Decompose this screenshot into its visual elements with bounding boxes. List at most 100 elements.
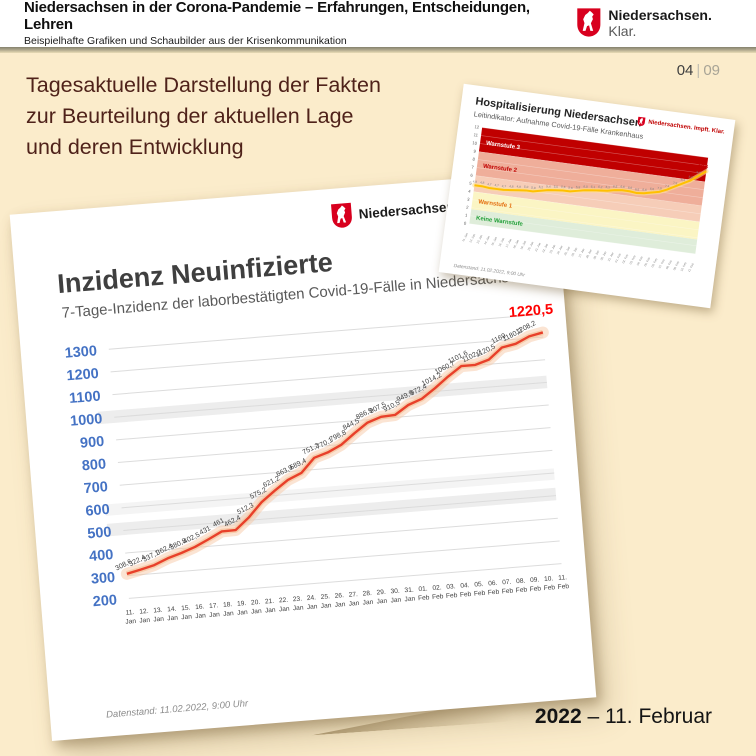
svg-text:6,1: 6,1 (591, 185, 596, 190)
svg-text:0: 0 (464, 221, 468, 226)
svg-text:15. Jan: 15. Jan (490, 236, 498, 247)
svg-text:06. Feb: 06. Feb (650, 257, 658, 268)
header-text-block: Niedersachsen in der Corona-Pandemie – E… (24, 0, 576, 47)
svg-text:5,0: 5,0 (531, 186, 536, 191)
svg-text:21.: 21. (265, 598, 275, 606)
svg-text:Jan: Jan (153, 616, 164, 624)
svg-text:18.: 18. (223, 601, 233, 609)
svg-text:08. Feb: 08. Feb (665, 259, 673, 270)
page-total: 09 (703, 62, 720, 79)
svg-text:31.: 31. (404, 587, 414, 595)
svg-text:01.: 01. (418, 585, 428, 593)
svg-text:8,4: 8,4 (680, 178, 685, 183)
svg-text:Jan: Jan (376, 598, 387, 606)
svg-text:Jan: Jan (125, 618, 136, 626)
brand-logo: Niedersachsen. Klar. (576, 7, 742, 39)
incidence-brand-logo: Niedersachsen. (330, 193, 460, 230)
svg-text:5,5: 5,5 (553, 184, 558, 189)
header-subtitle: Beispielhafte Grafiken und Schaubilder a… (24, 34, 347, 47)
slide-date-year: 2022 (534, 705, 582, 728)
svg-text:25.: 25. (321, 593, 331, 601)
svg-text:18. Jan: 18. Jan (512, 239, 520, 250)
page-current: 04 (676, 62, 694, 79)
svg-text:1000: 1000 (70, 411, 103, 430)
svg-text:03.: 03. (446, 583, 456, 591)
lead-line-3: und deren Entwicklung (26, 134, 244, 159)
incidence-report-page: Niedersachsen. Inzidenz Neuinfizierte 7-… (9, 170, 597, 742)
svg-text:03. Feb: 03. Feb (628, 254, 636, 265)
svg-text:Feb: Feb (557, 583, 569, 591)
svg-text:Warnstufe 1: Warnstufe 1 (478, 199, 513, 210)
svg-text:6,6: 6,6 (642, 187, 647, 192)
svg-text:Jan: Jan (251, 608, 262, 616)
svg-text:22.: 22. (279, 597, 289, 605)
svg-text:27.: 27. (348, 591, 358, 599)
svg-text:11: 11 (473, 132, 479, 138)
svg-text:07. Feb: 07. Feb (658, 258, 666, 269)
brand-wordmark: Niedersachsen. Klar. (608, 6, 712, 39)
niedersachsen-crest-icon (576, 8, 601, 37)
svg-text:Feb: Feb (474, 590, 486, 598)
svg-text:5,8: 5,8 (576, 185, 581, 190)
svg-text:1: 1 (465, 213, 469, 218)
svg-text:Jan: Jan (279, 606, 290, 614)
slide-header: Niedersachsen in der Corona-Pandemie – E… (0, 0, 756, 47)
svg-text:6,6: 6,6 (628, 185, 633, 190)
svg-text:07.: 07. (502, 579, 512, 587)
svg-text:Feb: Feb (446, 592, 458, 600)
svg-text:5,6: 5,6 (561, 185, 566, 190)
svg-text:10.: 10. (544, 575, 554, 583)
svg-text:4: 4 (468, 189, 472, 194)
niedersachsen-crest-icon (637, 116, 646, 126)
svg-text:1300: 1300 (64, 343, 97, 362)
svg-text:Jan: Jan (307, 603, 318, 611)
svg-text:700: 700 (83, 479, 108, 497)
hospital-brand-logo: Niedersachsen. Impft. Klar. (637, 116, 726, 138)
svg-text:20. Jan: 20. Jan (527, 241, 535, 252)
svg-text:4,7: 4,7 (494, 183, 499, 188)
svg-text:800: 800 (81, 456, 106, 474)
svg-text:31. Jan: 31. Jan (607, 251, 615, 262)
header-title: Niedersachsen in der Corona-Pandemie – E… (24, 0, 530, 33)
svg-text:5,4: 5,4 (546, 184, 551, 189)
svg-text:4,8: 4,8 (480, 180, 485, 185)
svg-text:6,8: 6,8 (650, 187, 655, 192)
svg-text:Feb: Feb (460, 591, 472, 599)
svg-text:7,4: 7,4 (665, 184, 670, 189)
svg-text:24.: 24. (307, 594, 317, 602)
svg-text:02.: 02. (432, 584, 442, 592)
svg-text:8: 8 (472, 156, 476, 161)
svg-text:461: 461 (212, 517, 226, 529)
svg-text:Jan: Jan (237, 609, 248, 617)
svg-text:7,9: 7,9 (673, 181, 678, 186)
svg-text:11. Feb: 11. Feb (687, 262, 695, 273)
svg-text:500: 500 (87, 524, 112, 542)
svg-text:Jan: Jan (362, 599, 373, 607)
incidence-footnote: Datenstand: 11.02.2022, 9:00 Uhr (105, 698, 249, 721)
incidence-line-chart: 200 300 400 500 600 700 800 900 1000 1100 1200 1300… (64, 302, 569, 626)
svg-text:Jan: Jan (181, 613, 192, 621)
svg-text:4,8: 4,8 (509, 184, 514, 189)
svg-text:6,5: 6,5 (613, 184, 618, 189)
svg-text:7,0: 7,0 (657, 186, 662, 191)
header-divider (0, 47, 756, 53)
svg-text:6,5: 6,5 (635, 187, 640, 192)
svg-text:1200: 1200 (66, 366, 99, 385)
svg-text:19. Jan: 19. Jan (519, 240, 527, 251)
svg-text:1100: 1100 (69, 389, 102, 407)
svg-text:09. Feb: 09. Feb (672, 260, 680, 271)
hospital-chart: 0 1 2 3 4 5 6 7 8 9 10 11 12 4,8 4,8 4,7 4,7 4,7 4,8 4,9 5,0… (441, 119, 730, 288)
svg-text:13.: 13. (153, 607, 163, 615)
svg-text:10. Feb: 10. Feb (679, 261, 687, 272)
hospital-brand-text: Niedersachsen. Impft. Klar. (647, 119, 725, 136)
svg-text:6,3: 6,3 (605, 185, 610, 190)
svg-text:Jan: Jan (167, 615, 178, 623)
svg-text:5,6: 5,6 (568, 186, 573, 191)
svg-text:Warnstufe 3: Warnstufe 3 (486, 141, 521, 152)
svg-text:24. Jan: 24. Jan (556, 244, 564, 255)
svg-text:16. Jan: 16. Jan (497, 237, 505, 248)
svg-text:Feb: Feb (502, 588, 514, 596)
slide-date: 2022 – 11. Februar (535, 705, 712, 729)
niedersachsen-crest-icon (331, 202, 352, 228)
